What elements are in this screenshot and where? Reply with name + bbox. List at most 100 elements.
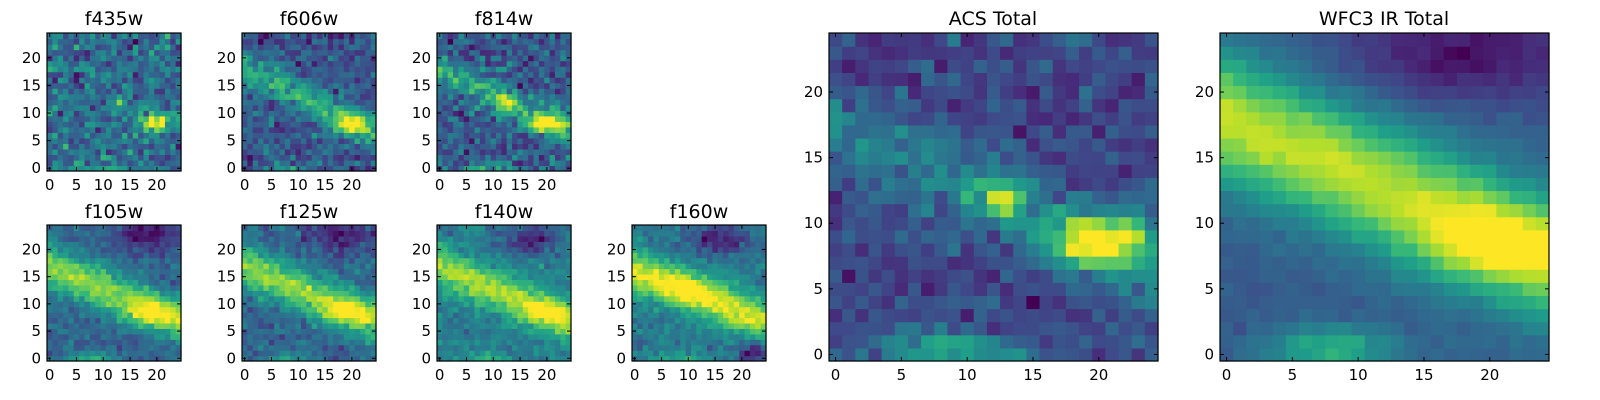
heatmap-cell — [349, 60, 356, 67]
heatmap-cell — [138, 322, 145, 329]
heatmap-cell — [733, 301, 740, 308]
heatmap-cell — [733, 284, 740, 291]
heatmap-cell — [479, 284, 486, 291]
heatmap-cell — [674, 333, 681, 340]
heatmap-cell — [463, 350, 470, 357]
heatmap-cell — [338, 159, 345, 167]
heatmap-cell — [138, 235, 145, 242]
heatmap-cell — [73, 60, 80, 67]
heatmap-cell — [63, 33, 70, 40]
heatmap-cell — [247, 121, 254, 128]
heatmap-cell — [311, 246, 318, 253]
heatmap-cell — [338, 110, 345, 117]
heatmap-cell — [343, 333, 350, 340]
heatmap-cell — [252, 279, 259, 286]
heatmap-cell — [79, 44, 86, 51]
heatmap-cell — [442, 154, 449, 161]
heatmap-cell — [973, 308, 988, 323]
heatmap-cell — [333, 115, 340, 122]
heatmap-cell — [111, 38, 118, 45]
heatmap-cell — [63, 60, 70, 67]
heatmap-cell — [565, 71, 572, 78]
heatmap-cell — [263, 273, 270, 280]
heatmap-cell — [648, 252, 655, 259]
heatmap-cell — [52, 235, 59, 242]
heatmap-cell — [306, 230, 313, 237]
heatmap-cell — [658, 317, 665, 324]
heatmap-cell — [170, 252, 177, 259]
y-tick-label: 15 — [22, 268, 41, 286]
heatmap-cell — [1026, 190, 1041, 205]
heatmap-cell — [501, 225, 508, 232]
heatmap-cell — [148, 273, 155, 280]
heatmap-cell — [354, 154, 361, 161]
heatmap-cell — [365, 350, 372, 357]
heatmap-cell — [490, 38, 497, 45]
heatmap-cell — [637, 241, 644, 248]
heatmap-cell — [447, 317, 454, 324]
heatmap-cell — [89, 143, 96, 150]
heatmap-cell — [258, 104, 265, 111]
heatmap-cell — [138, 339, 145, 346]
heatmap-cell — [744, 339, 751, 346]
heatmap-cell — [105, 290, 112, 297]
heatmap-cell — [1013, 334, 1027, 349]
heatmap-cell — [154, 115, 161, 122]
heatmap-cell — [258, 246, 265, 253]
heatmap-cell — [349, 126, 356, 133]
heatmap-cell — [338, 355, 345, 362]
heatmap-cell — [479, 235, 486, 242]
heatmap-cell — [934, 216, 949, 231]
heatmap-cell — [544, 290, 551, 297]
heatmap-cell — [447, 71, 454, 78]
heatmap-cell — [549, 121, 556, 128]
heatmap-cell — [290, 33, 297, 40]
heatmap-cell — [274, 344, 281, 351]
heatmap-cell — [528, 66, 535, 73]
heatmap-cell — [495, 121, 502, 128]
heatmap-cell — [311, 148, 318, 156]
heatmap-cell — [105, 230, 112, 237]
heatmap-cell — [143, 66, 150, 73]
heatmap-cell — [154, 159, 161, 167]
heatmap-cell — [479, 121, 486, 128]
heatmap-cell — [674, 279, 681, 286]
heatmap-cell — [1079, 308, 1093, 323]
heatmap-cell — [252, 284, 259, 291]
heatmap-cell — [343, 225, 350, 232]
heatmap-cell — [1079, 229, 1093, 244]
heatmap-cell — [154, 350, 161, 357]
heatmap-cell — [327, 317, 334, 324]
heatmap-cell — [143, 279, 150, 286]
heatmap-cell — [100, 344, 107, 351]
heatmap-cell — [512, 71, 518, 78]
heatmap-cell — [1105, 229, 1120, 244]
heatmap-cell — [458, 344, 465, 351]
heatmap-cell — [138, 333, 145, 340]
heatmap-cell — [733, 295, 740, 302]
heatmap-cell — [538, 290, 545, 297]
heatmap-cell — [755, 290, 762, 297]
heatmap-cell — [284, 230, 291, 237]
heatmap-cell — [306, 38, 313, 45]
heatmap-cell — [669, 328, 676, 335]
heatmap-cell — [669, 339, 676, 346]
heatmap-cell — [138, 268, 145, 275]
heatmap-cell — [538, 355, 545, 362]
heatmap-cell — [868, 190, 883, 205]
heatmap-cell — [447, 137, 454, 144]
heatmap-cell — [549, 333, 556, 340]
heatmap-cell — [73, 290, 80, 297]
heatmap-cell — [247, 82, 254, 89]
heatmap-cell — [322, 235, 329, 242]
heatmap-cell — [868, 164, 883, 178]
heatmap-cell — [717, 339, 724, 346]
heatmap-cell — [300, 257, 307, 264]
heatmap-cell — [252, 241, 259, 248]
heatmap-cell — [458, 312, 465, 319]
heatmap-cell — [490, 312, 497, 319]
heatmap-cell — [295, 55, 302, 62]
heatmap-cell — [947, 282, 962, 296]
heatmap-cell — [279, 225, 286, 232]
heatmap-cell — [1118, 190, 1133, 205]
